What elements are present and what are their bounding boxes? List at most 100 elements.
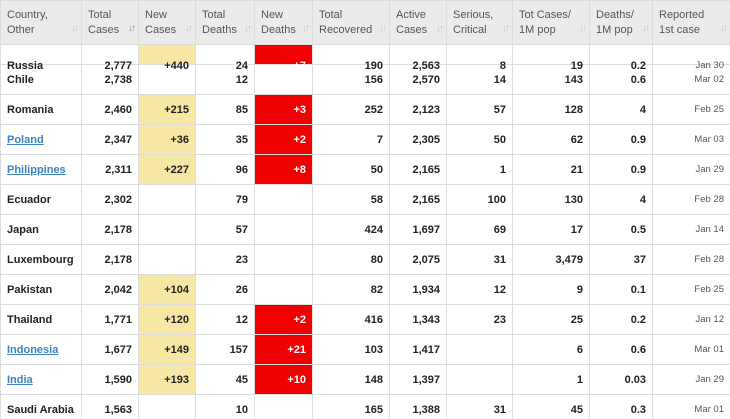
cell-value: Feb 25 [694,104,724,115]
total-recovered-cell: 7 [312,124,390,155]
cell-value: 9 [576,283,583,296]
total-recovered-cell: 148 [312,364,390,395]
serious-critical-cell: 57 [446,94,513,125]
reported-first-case-cell: Feb 28 [652,244,730,275]
total-recovered-cell: 103 [312,334,390,365]
cell-value: 2,042 [104,283,132,296]
cell-value: 79 [235,193,248,206]
column-header-serious-critical[interactable]: Serious, Critical ↓↑ [446,0,513,45]
cell-value: 1,697 [412,223,440,236]
cell-value: 12 [235,73,248,86]
cell-value: Russia [7,60,44,72]
cell-value: 17 [570,223,583,236]
cell-value: 0.6 [630,73,646,86]
cell-value: 31 [493,253,506,266]
tot-cases-per-1m-cell: 128 [512,94,590,125]
cell-value: 1,343 [412,313,440,326]
active-cases-cell: 1,397 [389,364,447,395]
sort-arrows-icon[interactable]: ↓↑ [128,23,136,34]
sort-arrows-icon[interactable]: ↓↑ [379,23,387,34]
cell-value: 2,347 [104,133,132,146]
reported-first-case-cell: Feb 25 [652,274,730,305]
cell-value: 7 [376,133,383,146]
cell-value: Romania [7,103,54,116]
reported-first-case-cell: Feb 28 [652,184,730,215]
country-link[interactable]: Philippines [7,163,66,176]
cell-value: +227 [164,163,189,176]
new-cases-cell [138,394,196,419]
sort-arrows-icon[interactable]: ↓↑ [579,23,587,34]
column-header-new-deaths[interactable]: New Deaths ↓↑ [254,0,313,45]
cell-value: +2 [293,133,306,146]
cell-value: Ecuador [7,193,52,206]
reported-first-case-cell: Jan 12 [652,304,730,335]
column-header-total-deaths[interactable]: Total Deaths ↓↑ [195,0,255,45]
column-header-active-cases[interactable]: Active Cases ↓↑ [389,0,447,45]
column-header-label-line1: Tot Cases/ [519,8,571,21]
total-cases-cell: 2,777 [81,44,139,72]
total-cases-cell: 1,590 [81,364,139,395]
table-row: Luxembourg 2,178 23 80 2,075 31 3,479 37 Feb 28 [0,244,730,275]
column-header-country[interactable]: Country, Other ↓↑ [0,0,82,45]
new-cases-cell: +215 [138,94,196,125]
column-header-reported-first-case[interactable]: Reported 1st case ↓↑ [652,0,730,45]
table-row: Japan 2,178 57 424 1,697 69 17 0.5 Jan 14 [0,214,730,245]
sort-arrows-icon[interactable]: ↓↑ [302,23,310,34]
cell-value: 45 [235,373,248,386]
cell-value: 8 [499,60,506,72]
total-cases-cell: 1,771 [81,304,139,335]
sort-arrows-icon[interactable]: ↓↑ [436,23,444,34]
active-cases-cell: 1,388 [389,394,447,419]
column-header-label-line1: Active [396,8,426,21]
column-header-total-recovered[interactable]: Total Recovered ↓↑ [312,0,390,45]
cell-value: Feb 28 [694,194,724,205]
country-link[interactable]: Poland [7,133,44,146]
sort-arrows-icon[interactable]: ↓↑ [185,23,193,34]
column-header-total-cases[interactable]: Total Cases ↓↑ [81,0,139,45]
cell-value: 10 [235,403,248,416]
active-cases-cell: 1,417 [389,334,447,365]
total-deaths-cell: 24 [195,44,255,72]
country-link[interactable]: India [7,373,33,386]
serious-critical-cell: 12 [446,274,513,305]
sort-arrows-icon[interactable]: ↓↑ [244,23,252,34]
cell-value: +10 [287,373,306,386]
cell-value: 190 [364,60,383,72]
cell-value: 14 [493,73,506,86]
cell-value: +36 [170,133,189,146]
column-header-tot-cases-per-1m[interactable]: Tot Cases/1M pop ↓↑ [512,0,590,45]
new-cases-cell: +440 [138,44,196,72]
cell-value: 2,302 [104,193,132,206]
tot-cases-per-1m-cell: 21 [512,154,590,185]
country-link[interactable]: Indonesia [7,343,59,356]
sort-arrows-icon[interactable]: ↓↑ [720,23,728,34]
new-deaths-cell: +2 [254,124,313,155]
total-cases-cell: 1,677 [81,334,139,365]
column-header-new-cases[interactable]: New Cases ↓↑ [138,0,196,45]
cell-value: 1,677 [104,343,132,356]
column-header-label-line1: Total [88,8,112,21]
sort-arrows-icon[interactable]: ↓↑ [642,23,650,34]
total-deaths-cell: 157 [195,334,255,365]
new-deaths-cell: +3 [254,94,313,125]
cell-value: Jan 29 [695,374,724,385]
new-cases-cell [138,214,196,245]
serious-critical-cell: 100 [446,184,513,215]
active-cases-cell: 1,343 [389,304,447,335]
table-row: Indonesia 1,677 +149 157 +21 103 1,417 6 0.6 Mar … [0,334,730,365]
cell-value: 2,178 [104,223,132,236]
sort-arrows-icon[interactable]: ↓↑ [502,23,510,34]
cell-value: 424 [364,223,383,236]
cell-value: Mar 01 [694,404,724,415]
cell-value: 62 [570,133,583,146]
column-header-label-line2: 1st case [659,23,700,36]
column-header-deaths-per-1m[interactable]: Deaths/1M pop ↓↑ [589,0,653,45]
cell-value: Chile [7,73,34,86]
cell-value: Jan 12 [695,314,724,325]
deaths-per-1m-cell: 37 [589,244,653,275]
serious-critical-cell: 1 [446,154,513,185]
active-cases-cell: 2,123 [389,94,447,125]
cell-value: 2,123 [412,103,440,116]
cell-value: 165 [364,403,383,416]
sort-arrows-icon[interactable]: ↓↑ [71,23,79,34]
